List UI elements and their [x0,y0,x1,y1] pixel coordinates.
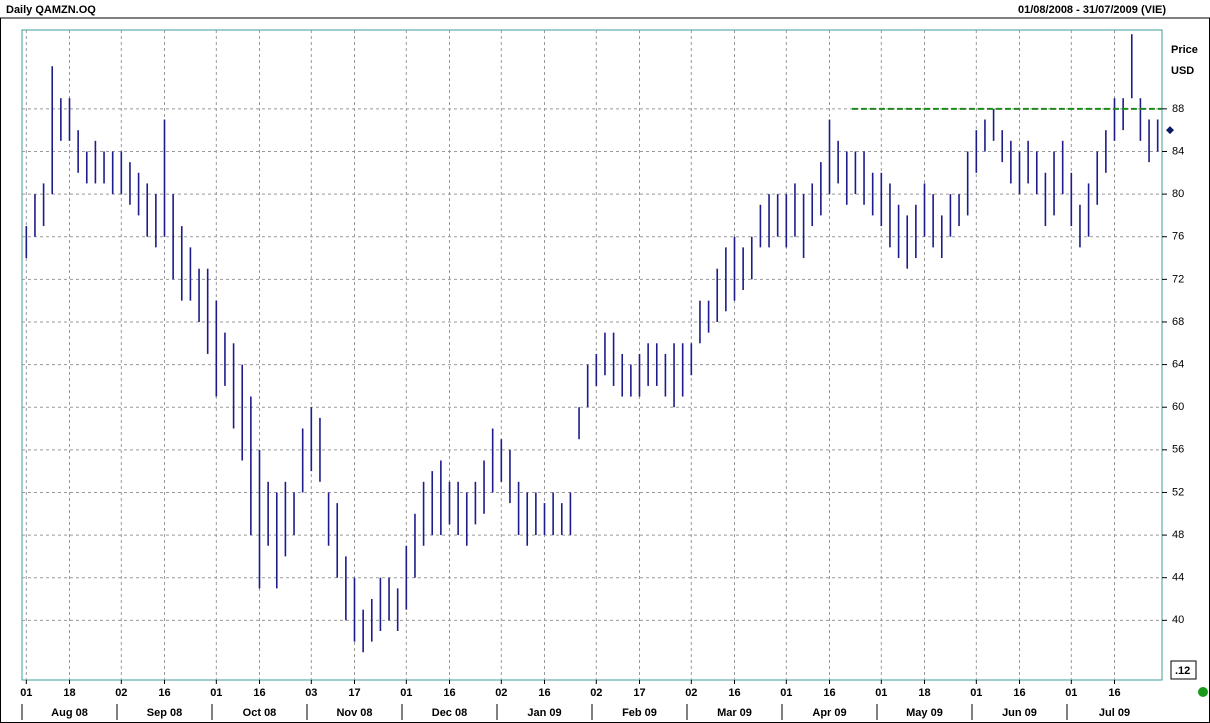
x-tick-label: 16 [538,687,550,699]
month-label: Feb 09 [622,707,657,719]
x-tick-label: 01 [210,687,222,699]
x-tick-label: 17 [348,687,360,699]
x-tick-label: 02 [685,687,697,699]
y-tick-label: 64 [1172,358,1184,370]
y-tick-label: 48 [1172,529,1184,541]
y-axis-label: Price [1171,44,1198,56]
y-tick-label: 88 [1172,103,1184,115]
month-label: Dec 08 [432,707,467,719]
x-tick-label: 16 [1013,687,1025,699]
x-tick-label: 16 [253,687,265,699]
x-tick-label: 18 [63,687,75,699]
x-tick-label: 02 [495,687,507,699]
x-tick-label: 02 [115,687,127,699]
month-label: Jan 09 [527,707,561,719]
y-tick-label: 72 [1172,273,1184,285]
last-price-marker [1166,126,1174,135]
y-tick-label: 84 [1172,145,1184,157]
x-tick-label: 16 [158,687,170,699]
month-label: Jun 09 [1002,707,1037,719]
month-label: Sep 08 [147,707,182,719]
x-tick-label: 01 [875,687,887,699]
month-label: Mar 09 [717,707,752,719]
month-label: Aug 08 [51,707,88,719]
month-label: May 09 [906,707,943,719]
x-tick-label: 16 [823,687,835,699]
corner-box [1170,660,1197,680]
month-label: Oct 08 [243,707,277,719]
plot-border [21,29,1163,681]
x-tick-label: 16 [443,687,455,699]
header [0,0,1210,18]
x-tick-label: 01 [400,687,412,699]
x-tick-label: 01 [1065,687,1077,699]
x-tick-label: 18 [918,687,930,699]
y-tick-label: 76 [1172,231,1184,243]
x-tick-label: 01 [20,687,32,699]
y-tick-label: 40 [1172,614,1184,626]
y-tick-label: 44 [1172,572,1184,584]
y-tick-label: 80 [1172,188,1184,200]
y-tick-label: 68 [1172,316,1184,328]
y-tick-label: 52 [1172,486,1184,498]
y-axis-unit: USD [1171,65,1194,77]
x-tick-label: 16 [728,687,740,699]
corner-label: .12 [1175,665,1190,677]
y-tick-label: 60 [1172,401,1184,413]
x-tick-label: 16 [1108,687,1120,699]
month-label: Nov 08 [336,707,372,719]
month-label: Jul 09 [1099,707,1130,719]
chart-title: Daily QAMZN.OQ [6,4,96,16]
x-tick-label: 02 [590,687,602,699]
y-tick-label: 56 [1172,444,1184,456]
x-tick-label: 01 [970,687,982,699]
x-tick-label: 01 [780,687,792,699]
status-dot [1198,687,1208,697]
month-label: Apr 09 [812,707,846,719]
chart-subtitle: 01/08/2008 - 31/07/2009 (VIE) [1018,4,1166,16]
x-tick-label: 17 [633,687,645,699]
x-tick-label: 03 [305,687,317,699]
